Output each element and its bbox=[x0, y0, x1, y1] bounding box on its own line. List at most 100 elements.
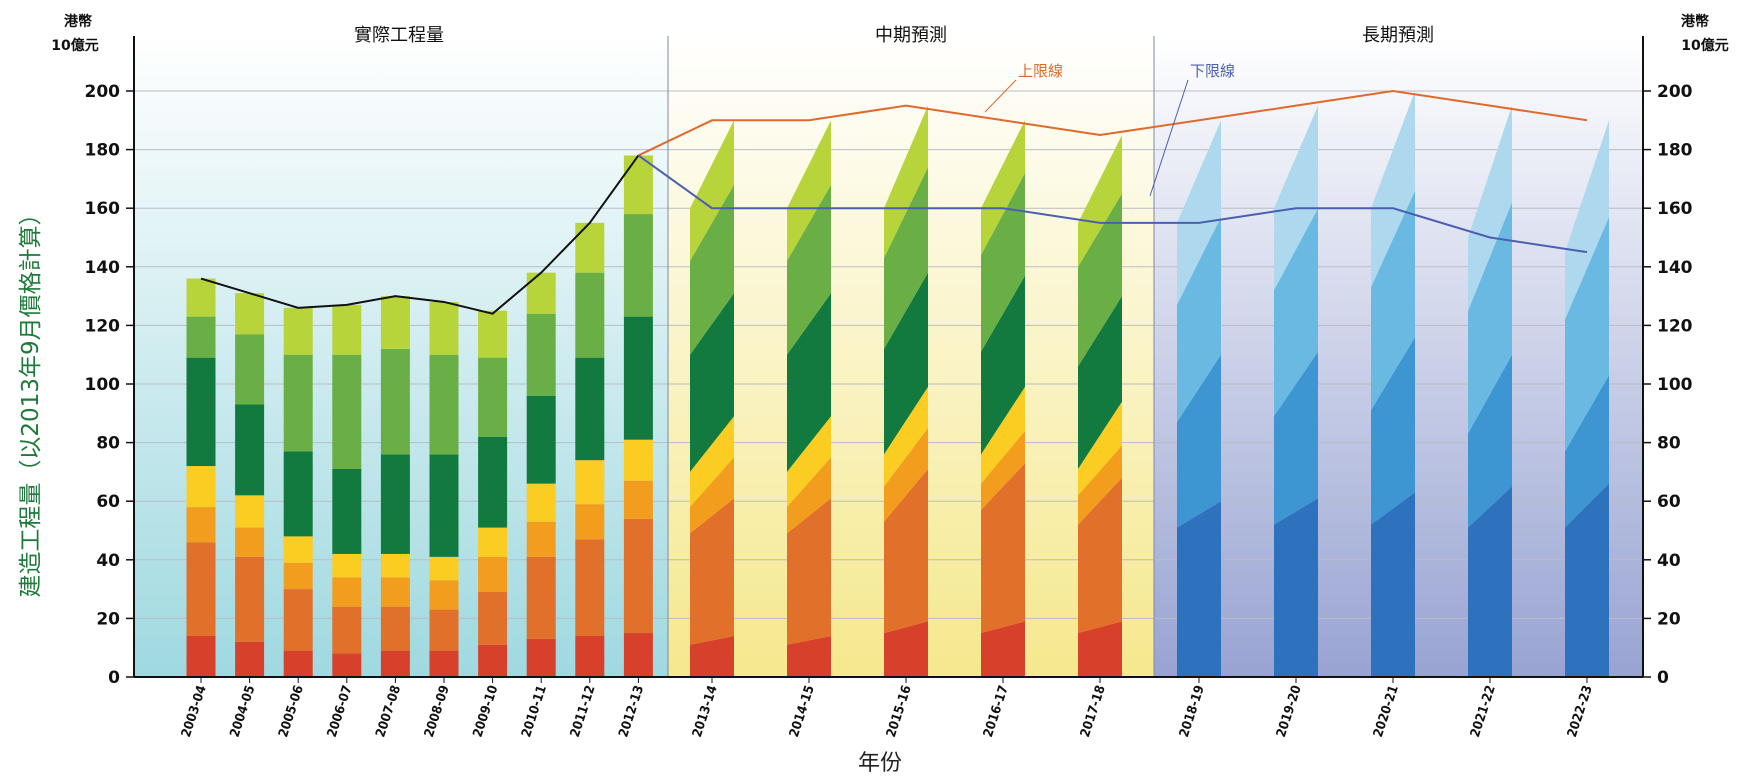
x-tick-label-2009-10: 2009-10 bbox=[471, 684, 502, 740]
bar-segment-2003-04-1 bbox=[186, 542, 216, 636]
long-band-segment-2020-21-3 bbox=[1371, 91, 1415, 288]
y-tick-label-right-20: 20 bbox=[1657, 609, 1681, 629]
medium-band-segment-2016-17-4 bbox=[981, 275, 1025, 455]
bar-segment-2010-11-4 bbox=[526, 395, 556, 484]
bar-segment-2010-11-2 bbox=[526, 521, 556, 557]
medium-band-segment-2017-18-1 bbox=[1078, 477, 1122, 634]
medium-band-segment-2014-15-6 bbox=[787, 120, 831, 261]
bar-segment-2009-10-2 bbox=[478, 556, 508, 593]
x-tick-label-2016-17: 2016-17 bbox=[981, 684, 1012, 740]
medium-band-segment-2013-14-0 bbox=[690, 635, 734, 677]
bar-segment-2004-05-2 bbox=[235, 527, 265, 557]
lower-limit-line bbox=[637, 154, 1588, 254]
unit-label-left-bottom: 10億元 bbox=[51, 37, 98, 54]
medium-band-segment-2016-17-6 bbox=[981, 120, 1025, 256]
bar-segment-2008-09-5 bbox=[429, 354, 459, 455]
x-tick-label-2008-09: 2008-09 bbox=[422, 684, 453, 740]
bar-segment-2007-08-1 bbox=[380, 606, 410, 651]
bar-segment-2009-10-1 bbox=[478, 592, 508, 645]
bar-group-2003-04 bbox=[186, 278, 216, 677]
x-tick-label-2003-04: 2003-04 bbox=[179, 684, 210, 740]
y-tick-label-left-60: 60 bbox=[96, 492, 120, 512]
lower-line-label: 下限線 bbox=[1190, 62, 1235, 80]
y-tick-label-right-100: 100 bbox=[1657, 375, 1693, 395]
bar-segment-2003-04-2 bbox=[186, 507, 216, 543]
x-tick-label-2012-13: 2012-13 bbox=[616, 684, 647, 740]
medium-band-segment-2017-18-0 bbox=[1078, 621, 1122, 677]
long-band-segment-2019-20-0 bbox=[1274, 498, 1318, 677]
bar-segment-2009-10-5 bbox=[478, 357, 508, 437]
medium-band-group-2016-17 bbox=[981, 120, 1025, 677]
long-band-segment-2018-19-2 bbox=[1177, 216, 1221, 423]
medium-band-segment-2017-18-4 bbox=[1078, 296, 1122, 469]
long-band-group-2021-22 bbox=[1468, 105, 1512, 677]
x-tick-label-2013-14: 2013-14 bbox=[690, 684, 721, 740]
long-band-segment-2019-20-2 bbox=[1274, 208, 1318, 417]
long-band-segment-2019-20-1 bbox=[1274, 351, 1318, 525]
long-band-group-2019-20 bbox=[1274, 105, 1318, 677]
medium-band-segment-2017-18-3 bbox=[1078, 401, 1122, 496]
long-band-segment-2021-22-0 bbox=[1468, 486, 1512, 677]
bar-segment-2008-09-0 bbox=[429, 650, 459, 677]
medium-band-segment-2014-15-0 bbox=[787, 635, 831, 677]
medium-band-segment-2013-14-2 bbox=[690, 457, 734, 534]
long-band-segment-2021-22-2 bbox=[1468, 202, 1512, 434]
long-band-segment-2018-19-0 bbox=[1177, 501, 1221, 677]
bar-segment-2006-07-2 bbox=[332, 577, 362, 607]
bar-segment-2009-10-4 bbox=[478, 436, 508, 528]
medium-band-segment-2015-16-0 bbox=[884, 621, 928, 677]
medium-band-group-2013-14 bbox=[690, 120, 734, 677]
upper-line-label: 上限線 bbox=[1018, 62, 1063, 80]
medium-band-segment-2016-17-1 bbox=[981, 463, 1025, 634]
medium-band-segment-2014-15-4 bbox=[787, 293, 831, 472]
stacked-bars bbox=[186, 91, 1609, 677]
bar-segment-2006-07-5 bbox=[332, 354, 362, 469]
x-tick-label-2017-18: 2017-18 bbox=[1078, 684, 1109, 740]
medium-band-segment-2016-17-3 bbox=[981, 386, 1025, 484]
bar-segment-2011-12-2 bbox=[575, 504, 605, 540]
bar-segment-2010-11-6 bbox=[526, 272, 556, 314]
long-band-segment-2021-22-1 bbox=[1468, 354, 1512, 528]
upper-limit-line bbox=[637, 89, 1588, 157]
medium-band-segment-2015-16-2 bbox=[884, 427, 928, 522]
y-tick-label-right-140: 140 bbox=[1657, 258, 1693, 278]
long-band-segment-2022-23-1 bbox=[1565, 375, 1609, 528]
bar-segment-2007-08-3 bbox=[380, 553, 410, 578]
bar-segment-2011-12-6 bbox=[575, 222, 605, 273]
y-tick-label-right-0: 0 bbox=[1657, 668, 1669, 688]
bar-segment-2010-11-3 bbox=[526, 483, 556, 522]
long-band-group-2022-23 bbox=[1565, 120, 1609, 677]
section-title-1: 實際工程量 bbox=[354, 25, 444, 46]
y-tick-label-right-200: 200 bbox=[1657, 82, 1693, 102]
x-tick-label-2015-16: 2015-16 bbox=[884, 684, 915, 740]
y-tick-label-right-160: 160 bbox=[1657, 199, 1693, 219]
medium-band-segment-2015-16-5 bbox=[884, 167, 928, 349]
bar-segment-2006-07-4 bbox=[332, 468, 362, 554]
y-tick-labels-right: 0 20 40 60 80 100 120 140 160 180 200 bbox=[1657, 82, 1693, 688]
long-band-segment-2020-21-1 bbox=[1371, 337, 1415, 525]
bar-segment-2008-09-6 bbox=[429, 301, 459, 355]
bar-segment-2005-06-5 bbox=[283, 354, 313, 452]
bar-group-2007-08 bbox=[380, 296, 410, 677]
y-tick-label-right-80: 80 bbox=[1657, 434, 1681, 454]
bar-segment-2006-07-3 bbox=[332, 553, 362, 578]
medium-band-group-2015-16 bbox=[884, 105, 928, 677]
bar-segment-2005-06-0 bbox=[283, 650, 313, 677]
medium-band-segment-2016-17-0 bbox=[981, 621, 1025, 677]
medium-band-segment-2015-16-1 bbox=[884, 468, 928, 634]
bar-group-2004-05 bbox=[235, 293, 265, 677]
y-tick-label-left-20: 20 bbox=[96, 609, 120, 629]
medium-band-segment-2015-16-6 bbox=[884, 105, 928, 259]
bar-segment-2009-10-3 bbox=[478, 527, 508, 557]
y-axis-title: 建造工程量（以2013年9月價格計算） bbox=[18, 202, 44, 597]
long-band-segment-2021-22-3 bbox=[1468, 105, 1512, 311]
bar-segment-2005-06-2 bbox=[283, 562, 313, 590]
bar-segment-2008-09-1 bbox=[429, 609, 459, 651]
medium-band-segment-2017-18-5 bbox=[1078, 193, 1122, 367]
section-dividers bbox=[667, 36, 1155, 677]
bar-segment-2003-04-6 bbox=[186, 278, 216, 317]
medium-band-group-2017-18 bbox=[1078, 134, 1122, 677]
medium-band-segment-2013-14-6 bbox=[690, 120, 734, 261]
bar-segment-2011-12-1 bbox=[575, 539, 605, 636]
bar-segment-2004-05-1 bbox=[235, 556, 265, 642]
